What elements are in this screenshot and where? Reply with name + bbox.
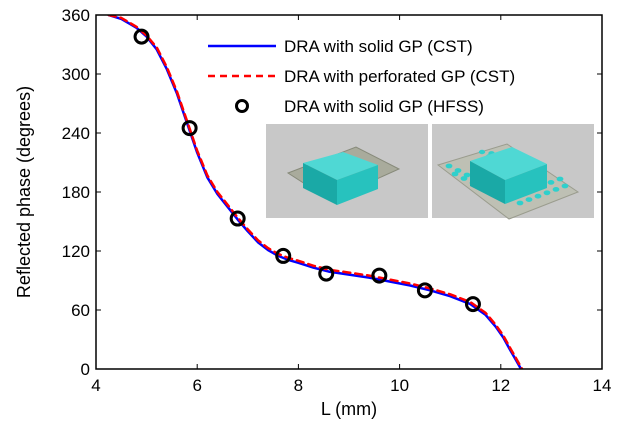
perforation-hole (445, 163, 453, 169)
perforation-hole (543, 190, 551, 196)
x-tick-label: 10 (390, 376, 409, 395)
hfss-data-point (416, 282, 433, 299)
hfss-data-point (133, 28, 150, 45)
x-tick-label: 12 (491, 376, 510, 395)
perforated-gp-cst-line (107, 15, 524, 369)
y-tick-label: 120 (62, 242, 90, 261)
perforation-hole (561, 183, 569, 189)
hfss-data-point (275, 247, 292, 264)
y-axis-ticks: 0 60 120 180 240 300 360 (62, 6, 602, 379)
legend-label-perforated-cst: DRA with perforated GP (CST) (284, 67, 515, 86)
legend-marker-solid-hfss (235, 99, 249, 113)
legend-label-solid-hfss: DRA with solid GP (HFSS) (284, 97, 484, 116)
hfss-data-point (229, 210, 246, 227)
hfss-data-point (318, 265, 335, 282)
perforated-ground-plane-model-image (432, 124, 594, 220)
perforation-hole (552, 187, 560, 192)
perforation-hole (525, 197, 533, 203)
perforation-hole (454, 168, 462, 173)
x-tick-label: 8 (294, 376, 303, 395)
perforation-hole (556, 176, 564, 182)
x-tick-label: 4 (91, 376, 100, 395)
hfss-data-point (464, 296, 481, 313)
hfss-data-point (371, 267, 388, 284)
x-axis-ticks: 4 6 8 10 12 14 (91, 15, 611, 395)
perforation-hole (534, 193, 542, 199)
solid-ground-plane-model-image (266, 124, 428, 218)
perforation-hole (547, 180, 555, 185)
perforation-hole (478, 149, 486, 155)
y-tick-label: 180 (62, 183, 90, 202)
x-tick-label: 14 (593, 376, 612, 395)
perforation-hole (463, 172, 471, 178)
perforation-hole (516, 200, 524, 206)
perforation-hole (451, 171, 459, 177)
y-tick-label: 0 (81, 360, 90, 379)
hfss-data-point (181, 120, 198, 137)
marker-layer (133, 28, 481, 313)
legend-label-solid-cst: DRA with solid GP (CST) (284, 37, 473, 56)
y-tick-label: 300 (62, 65, 90, 84)
y-axis-label: Reflected phase (degrees) (14, 86, 34, 298)
legend: DRA with solid GP (CST) DRA with perfora… (208, 37, 515, 116)
y-tick-label: 60 (71, 301, 90, 320)
x-axis-label: L (mm) (321, 399, 377, 419)
y-tick-label: 360 (62, 6, 90, 25)
y-tick-label: 240 (62, 124, 90, 143)
x-tick-label: 6 (192, 376, 201, 395)
perforation-hole (460, 176, 468, 181)
